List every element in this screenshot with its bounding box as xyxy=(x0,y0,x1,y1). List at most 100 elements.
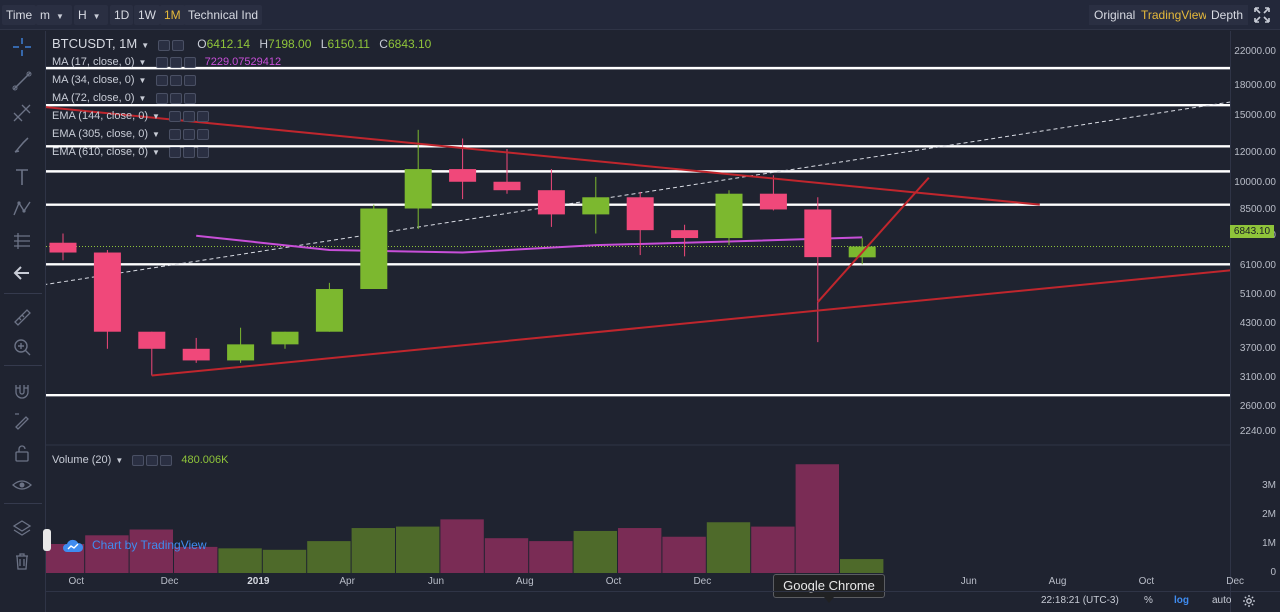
indicator-label[interactable]: MA (17, close, 0) xyxy=(52,56,135,68)
tradingview-watermark[interactable]: Chart by TradingView xyxy=(62,535,207,555)
settings-icon[interactable] xyxy=(146,454,159,466)
time-button[interactable]: Time xyxy=(2,5,37,25)
symbol-name[interactable]: BTCUSDT, 1M xyxy=(52,36,138,51)
interval-1d-button[interactable]: 1D xyxy=(110,5,134,25)
symbol-row: BTCUSDT, 1M ▼ O6412.14 H7198.00 L6150.11 … xyxy=(52,36,431,52)
indicator-label[interactable]: EMA (305, close, 0) xyxy=(52,128,148,140)
magnet-icon[interactable] xyxy=(10,379,34,403)
settings-icon[interactable] xyxy=(169,74,182,86)
indicator-row[interactable]: EMA (305, close, 0) ▼ xyxy=(52,126,211,142)
indicator-label[interactable]: EMA (144, close, 0) xyxy=(52,110,148,122)
volume-label[interactable]: Volume (20) xyxy=(52,454,112,466)
eye-icon[interactable] xyxy=(168,128,181,140)
settings-icon[interactable] xyxy=(169,92,182,104)
lock-icon[interactable] xyxy=(10,441,34,465)
volume-tick-label: 2M xyxy=(1262,509,1276,520)
indicator-row[interactable]: MA (17, close, 0) ▼ 7229.07529412 xyxy=(52,54,281,70)
settings-icon[interactable] xyxy=(169,56,182,68)
eye-icon[interactable] xyxy=(155,74,168,86)
chevron-down-icon[interactable]: ▼ xyxy=(152,112,160,121)
ruler-icon[interactable] xyxy=(10,305,34,329)
log-scale-button[interactable]: log xyxy=(1174,595,1189,606)
pattern-tool-icon[interactable] xyxy=(10,197,34,221)
view-original-button[interactable]: Original xyxy=(1089,5,1141,25)
price-chart-svg[interactable] xyxy=(46,31,1230,573)
close-icon[interactable] xyxy=(196,128,209,140)
fib-tool-icon[interactable] xyxy=(10,101,34,125)
chevron-down-icon[interactable]: ▼ xyxy=(138,76,147,85)
time-tick-label: Aug xyxy=(515,576,534,587)
prediction-tool-icon[interactable] xyxy=(10,229,34,253)
pane-resize-handle[interactable] xyxy=(43,529,51,551)
indicator-label[interactable]: EMA (610, close, 0) xyxy=(52,146,148,158)
indicator-row[interactable]: MA (72, close, 0) ▼ xyxy=(52,90,198,106)
close-icon[interactable] xyxy=(183,74,196,86)
zoom-icon[interactable] xyxy=(10,335,34,359)
indicator-row[interactable]: MA (34, close, 0) ▼ xyxy=(52,72,198,88)
chart-area[interactable] xyxy=(46,31,1230,573)
stay-drawing-icon[interactable] xyxy=(10,409,34,433)
close-icon[interactable] xyxy=(196,110,209,122)
watermark-text[interactable]: Chart by TradingView xyxy=(92,538,207,552)
volume-bar xyxy=(840,559,884,573)
time-tick-label: Oct xyxy=(605,576,622,587)
settings-icon[interactable] xyxy=(182,146,195,158)
time-axis[interactable]: OctDec2019AprJunAugOctDecAprJunAugOctDec xyxy=(46,573,1245,591)
interval-1m-button[interactable]: 1M xyxy=(160,5,185,25)
eye-icon[interactable] xyxy=(155,92,168,104)
eye-icon[interactable] xyxy=(168,146,181,158)
trash-icon[interactable] xyxy=(10,549,34,573)
layers-icon[interactable] xyxy=(10,517,34,541)
price-tick-label: 15000.00 xyxy=(1234,109,1276,121)
price-tick-label: 2240.00 xyxy=(1239,426,1276,438)
interval-1w-button[interactable]: 1W xyxy=(134,5,160,25)
chevron-down-icon[interactable]: ▼ xyxy=(138,94,147,103)
source-icon[interactable] xyxy=(172,39,185,51)
trend-line-icon[interactable] xyxy=(10,69,34,93)
ma-17-line xyxy=(196,234,863,254)
chevron-down-icon[interactable]: ▼ xyxy=(115,456,124,465)
eye-icon[interactable] xyxy=(168,110,181,122)
settings-icon[interactable] xyxy=(182,110,195,122)
auto-scale-button[interactable]: auto xyxy=(1212,595,1232,606)
back-arrow-icon[interactable] xyxy=(10,261,34,285)
chevron-down-icon[interactable]: ▼ xyxy=(152,148,160,157)
volume-legend[interactable]: Volume (20) ▼ 480.006K xyxy=(52,452,228,468)
close-icon[interactable] xyxy=(160,454,173,466)
view-depth-button[interactable]: Depth xyxy=(1206,5,1249,25)
percent-scale-button[interactable]: % xyxy=(1144,595,1153,606)
settings-icon[interactable] xyxy=(182,128,195,140)
candle-body xyxy=(537,190,565,215)
close-key: C xyxy=(379,37,388,51)
crosshair-icon[interactable] xyxy=(10,35,34,59)
eye-icon[interactable] xyxy=(10,473,34,497)
eye-icon[interactable] xyxy=(155,56,168,68)
chevron-down-icon[interactable]: ▼ xyxy=(138,58,147,67)
toolbar-divider xyxy=(4,365,42,366)
hour-dropdown[interactable]: H ▼ xyxy=(74,5,108,25)
chevron-down-icon: ▼ xyxy=(56,12,64,21)
view-depth-label: Depth xyxy=(1211,8,1244,22)
text-tool-icon[interactable] xyxy=(10,165,34,189)
close-icon[interactable] xyxy=(183,92,196,104)
gear-icon[interactable] xyxy=(1242,594,1256,611)
chevron-down-icon[interactable]: ▼ xyxy=(152,130,160,139)
indicator-row[interactable]: EMA (610, close, 0) ▼ xyxy=(52,144,211,160)
close-icon[interactable] xyxy=(196,146,209,158)
view-tradingview-button[interactable]: TradingView xyxy=(1136,5,1213,25)
indicator-row[interactable]: EMA (144, close, 0) ▼ xyxy=(52,108,211,124)
brush-icon[interactable] xyxy=(10,133,34,157)
indicator-label[interactable]: MA (72, close, 0) xyxy=(52,92,135,104)
indicator-value: 7229.07529412 xyxy=(204,56,282,68)
close-icon[interactable] xyxy=(183,56,196,68)
volume-bar xyxy=(484,538,529,573)
fullscreen-icon[interactable] xyxy=(1252,6,1272,24)
indicator-label[interactable]: MA (34, close, 0) xyxy=(52,74,135,86)
price-axis[interactable]: 22000.00 18000.00 15000.00 12000.00 10000.00… xyxy=(1230,31,1280,612)
price-tick-label: 3100.00 xyxy=(1239,372,1276,384)
settings-icon[interactable] xyxy=(158,39,171,51)
minute-dropdown[interactable]: m ▼ xyxy=(36,5,72,25)
eye-icon[interactable] xyxy=(132,454,145,466)
technical-indicators-button[interactable]: Technical Ind xyxy=(184,5,263,25)
chevron-down-icon[interactable]: ▼ xyxy=(141,41,150,50)
